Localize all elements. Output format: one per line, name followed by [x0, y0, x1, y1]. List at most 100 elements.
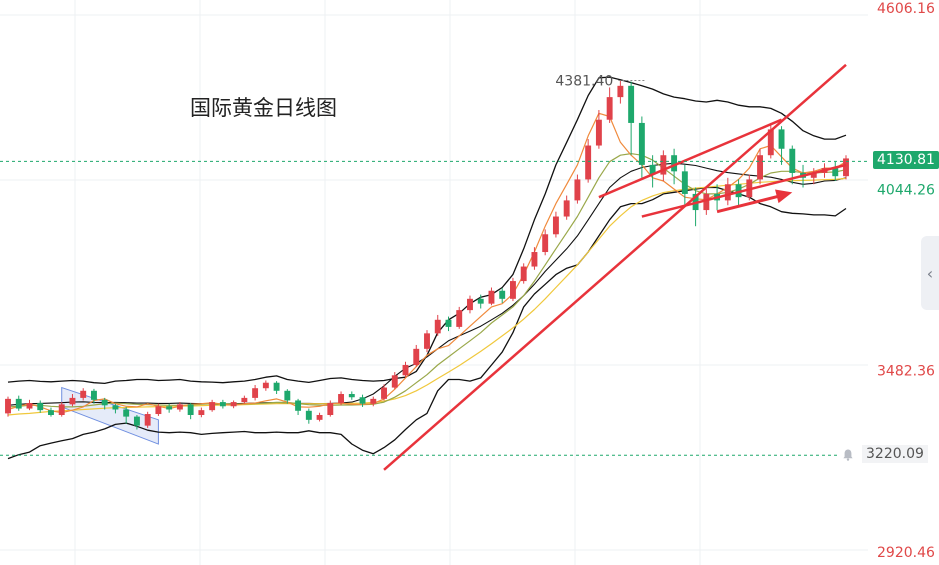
candle-body [552, 216, 559, 235]
trendline-1 [641, 163, 847, 218]
candle-body [316, 414, 323, 420]
candle-body [402, 364, 409, 376]
candle-body [703, 193, 710, 211]
candle-body [617, 85, 624, 98]
down-channel-fill [61, 386, 159, 445]
candle-body [252, 388, 259, 398]
bollinger-bands [7, 76, 847, 460]
candle-body [488, 290, 495, 304]
candle-body [69, 397, 76, 405]
peak-price-label: 4381.40 [555, 74, 613, 90]
chevron-left-icon: ‹ [926, 263, 934, 283]
candle-body [230, 402, 237, 407]
candle-body [80, 390, 87, 398]
candle-body [26, 403, 33, 409]
candle-body [757, 155, 764, 180]
candle-body [681, 171, 688, 194]
candle-body [15, 398, 22, 409]
candle-body [832, 168, 839, 177]
y-tick-label: 3482.36 [877, 364, 935, 380]
candle-body [48, 410, 54, 415]
candle-body [112, 405, 119, 410]
price-levels [0, 80, 870, 456]
candle-body [391, 375, 398, 388]
chart-grid [0, 0, 868, 565]
candle-body [359, 397, 366, 404]
candle-body [585, 145, 592, 180]
candle-body [370, 398, 377, 404]
y-tick-label: 4606.16 [877, 1, 935, 17]
candle-body [348, 394, 355, 398]
candle-body [295, 400, 302, 411]
candle-body [628, 85, 635, 123]
candle-body [810, 172, 817, 178]
candle-body [735, 184, 742, 198]
candle-body [606, 97, 613, 120]
candle-body [90, 390, 97, 400]
moving-averages [7, 112, 847, 416]
trendline-2 [598, 118, 783, 199]
candle-body [660, 155, 667, 175]
candle-body [467, 298, 473, 311]
candle-body [338, 394, 345, 404]
bollinger-mid-line [7, 162, 847, 406]
y-tick-label: 2920.46 [877, 545, 935, 561]
candle-body [5, 398, 11, 414]
arrow-shaft [716, 193, 785, 214]
candle-body [273, 382, 280, 391]
candle-body [724, 184, 731, 201]
candle-body [499, 290, 506, 299]
current-price-tag: 4130.81 [873, 151, 939, 170]
candle-body [649, 164, 656, 175]
candle-body [284, 390, 291, 401]
y-axis: 4606.16 4044.26 3482.36 2920.46 [877, 1, 935, 561]
candle-body [133, 416, 140, 426]
candle-body [305, 410, 312, 420]
candle-body [176, 404, 183, 410]
candle-body [155, 406, 162, 415]
candle-body [413, 348, 420, 365]
candle-body [327, 403, 334, 415]
candle-body [219, 402, 226, 407]
alert-price-tag: 3220.09 [862, 445, 928, 464]
candle-body [262, 382, 269, 389]
candle-body [767, 129, 774, 156]
candle-body [671, 155, 678, 172]
trendline-0 [383, 63, 847, 471]
candle-body [456, 310, 463, 327]
candle-body [789, 148, 796, 173]
candle-body [477, 298, 484, 304]
candle-body [445, 319, 452, 327]
candle-body [778, 129, 785, 149]
candle-body [101, 399, 108, 406]
candle-body [563, 200, 570, 217]
candle-body [144, 414, 151, 426]
candle-body [209, 402, 216, 411]
candlesticks [5, 80, 849, 430]
candle-body [381, 387, 387, 399]
down-channel-zone [61, 386, 159, 445]
candle-body [58, 404, 65, 415]
candle-body [37, 403, 44, 411]
ma-fast-line [7, 112, 847, 414]
candle-body [434, 319, 441, 334]
y-tick-label: 4044.26 [877, 182, 935, 198]
candle-body [542, 234, 549, 253]
candle-body [166, 406, 173, 410]
candle-body [123, 409, 130, 417]
candle-body [187, 404, 194, 415]
candle-body [574, 179, 581, 201]
candle-body [509, 281, 516, 299]
chart-title: 国际黄金日线图 [190, 96, 337, 120]
arrow-head [775, 189, 793, 204]
candle-body [638, 122, 645, 165]
candle-body [531, 252, 538, 267]
collapse-panel-handle[interactable]: ‹ [921, 236, 939, 310]
bell-icon[interactable] [843, 449, 853, 462]
trendlines [383, 63, 847, 471]
candle-body [424, 333, 430, 349]
candle-body [520, 266, 527, 282]
candle-body [198, 410, 205, 415]
candle-body [595, 119, 602, 146]
